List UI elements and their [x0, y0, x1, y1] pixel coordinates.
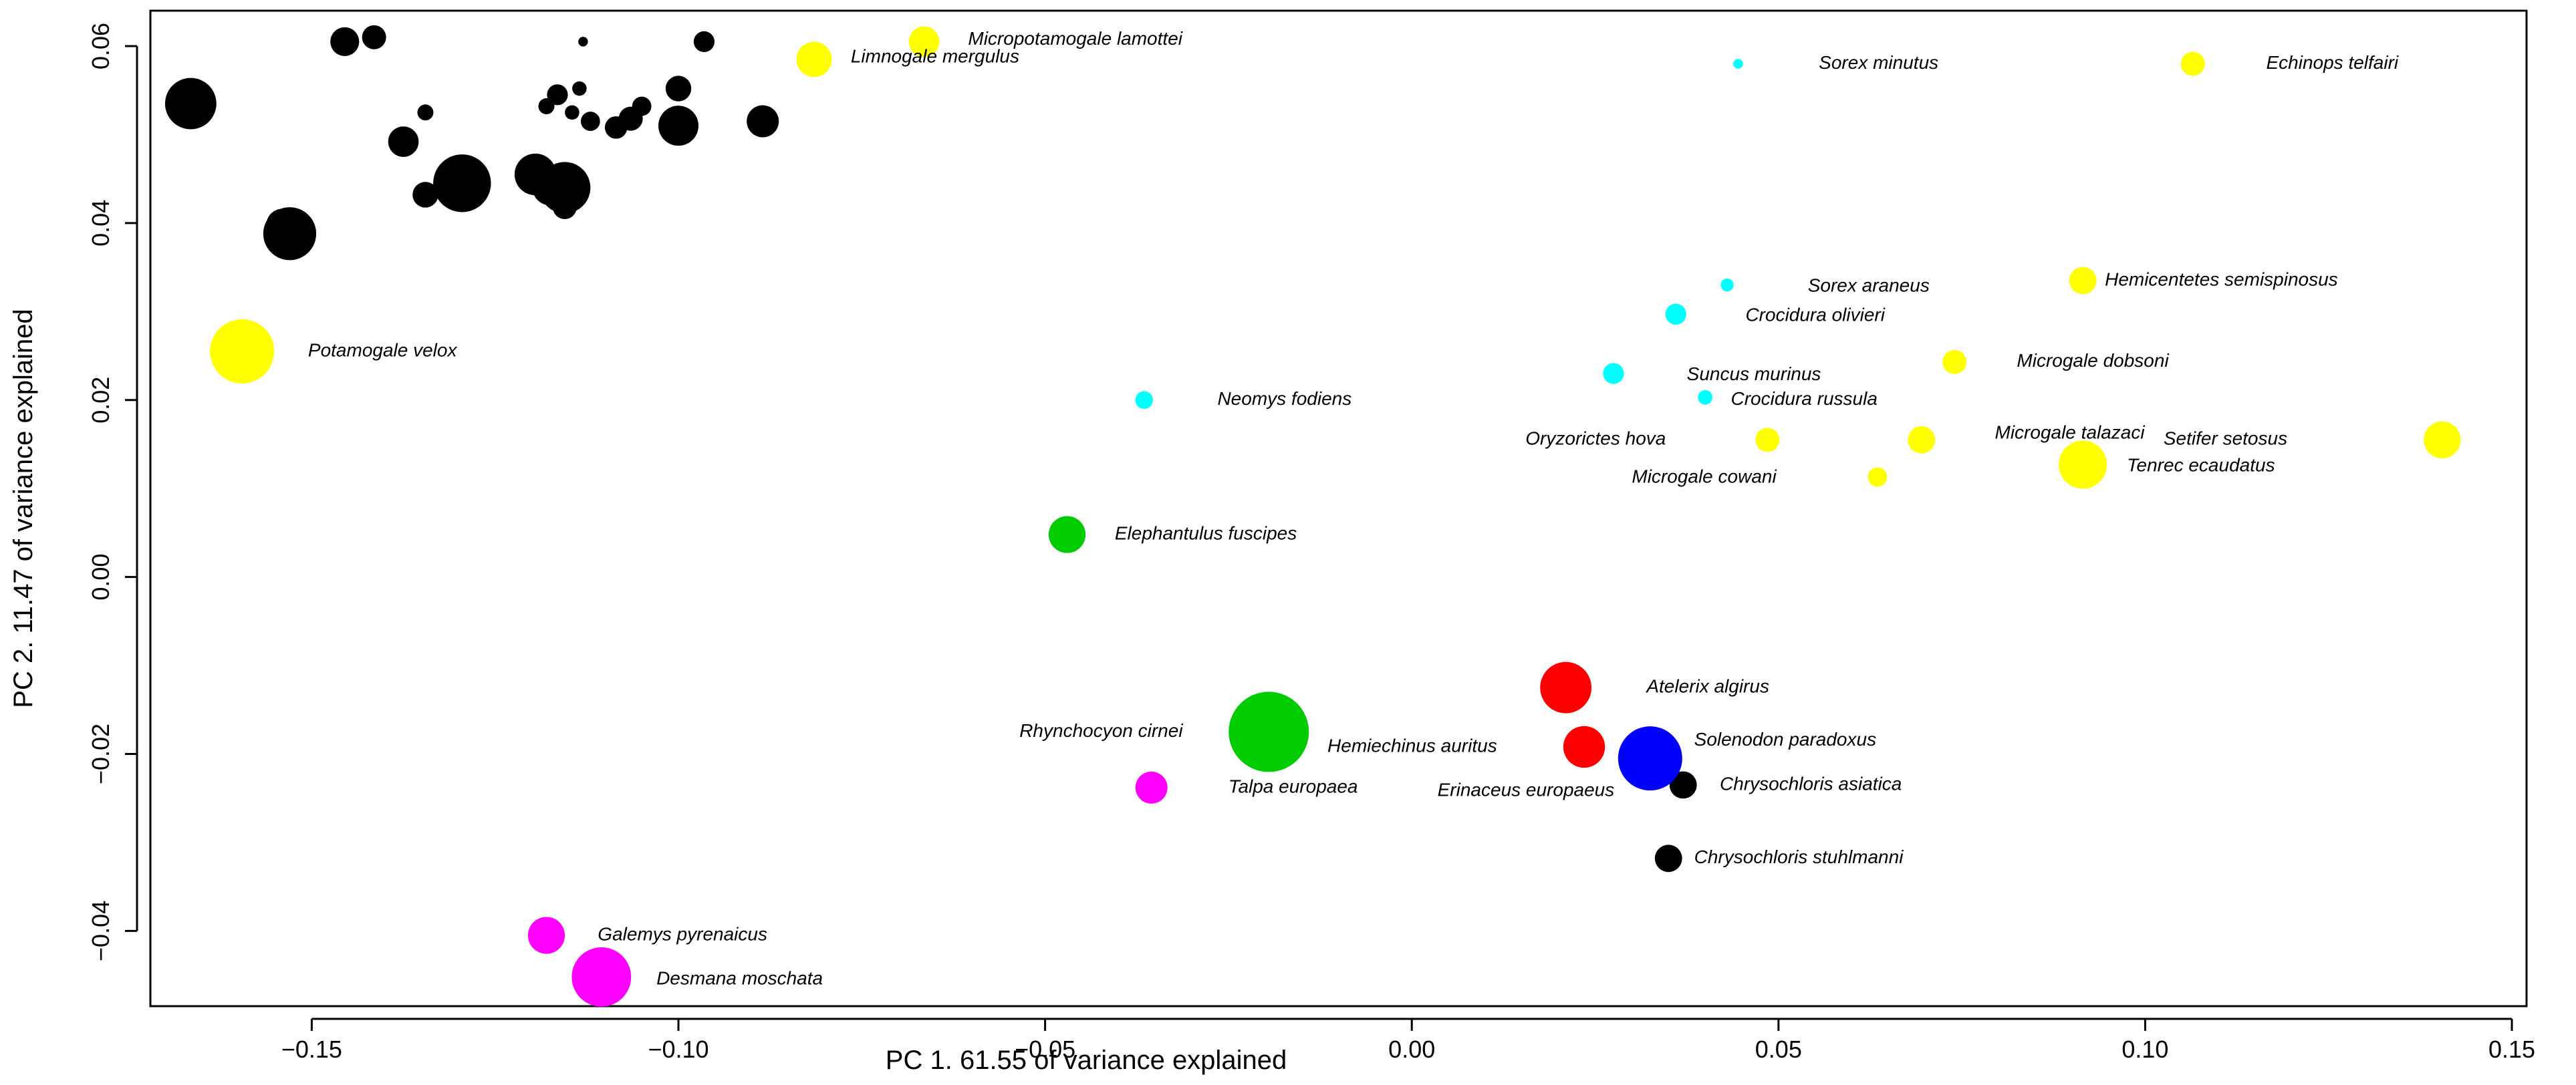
point-label-11: Neomys fodiens: [1217, 388, 1351, 409]
data-point-17: [538, 98, 555, 115]
data-point-45: [1048, 516, 1086, 553]
point-label-21: Hemiechinus auritus: [1327, 735, 1497, 756]
data-point-43: [1698, 390, 1712, 405]
y-tick-label-5: 0.06: [87, 23, 114, 69]
data-point-50: [1618, 726, 1682, 791]
data-point-23: [665, 75, 692, 102]
point-label-23: Chrysochloris asiatica: [1720, 773, 1902, 794]
y-axis: −0.04 −0.02 0.00 0.02 0.04 0.06: [87, 23, 138, 961]
point-label-24: Talpa europaea: [1229, 776, 1358, 796]
data-point-51: [1135, 771, 1168, 804]
data-point-32: [2069, 267, 2097, 295]
data-point-46: [1229, 691, 1309, 772]
data-point-28: [796, 41, 832, 78]
points-layer: [164, 25, 2461, 1007]
data-point-6: [417, 104, 434, 121]
data-point-12: [552, 195, 577, 220]
point-label-20: Solenodon paradoxus: [1694, 729, 1876, 750]
x-tick-label-6: 0.15: [2488, 1036, 2535, 1063]
data-point-33: [1942, 349, 1967, 374]
y-axis-title: PC 2. 11.47 of variance explained: [9, 309, 38, 708]
y-tick-label-3: 0.02: [87, 377, 114, 424]
point-label-17: Elephantulus fuscipes: [1115, 522, 1297, 543]
point-label-16: Microgale cowani: [1632, 466, 1777, 487]
point-label-8: Microgale dobsoni: [2017, 350, 2169, 371]
point-label-7: Crocidura olivieri: [1745, 304, 1885, 325]
data-point-53: [571, 947, 632, 1007]
point-label-26: Galemys pyrenaicus: [598, 923, 767, 944]
point-label-12: Oryzorictes hova: [1525, 428, 1666, 449]
data-point-34: [1755, 428, 1780, 452]
point-label-18: Atelerix algirus: [1645, 676, 1769, 697]
x-axis-title: PC 1. 61.55 of variance explained: [886, 1046, 1287, 1075]
data-point-14: [565, 105, 579, 120]
data-point-42: [1603, 363, 1624, 384]
x-tick-label-5: 0.10: [2121, 1036, 2168, 1063]
plot-frame: [149, 9, 2528, 1008]
data-point-30: [210, 319, 275, 383]
data-point-44: [1135, 391, 1153, 409]
x-tick-label-2: −0.05: [1015, 1036, 1075, 1063]
data-point-21: [632, 96, 652, 116]
data-point-18: [578, 37, 588, 47]
data-point-25: [747, 105, 779, 138]
data-point-22: [658, 106, 698, 146]
data-point-37: [2059, 440, 2107, 489]
data-point-0: [164, 78, 217, 130]
point-label-25: Chrysochloris stuhlmanni: [1694, 846, 1904, 867]
point-label-22: Erinaceus europaeus: [1438, 780, 1615, 800]
data-point-47: [1540, 661, 1592, 714]
point-label-10: Crocidura russula: [1731, 388, 1878, 409]
data-point-11: [539, 162, 591, 214]
point-label-13: Microgale talazaci: [1995, 422, 2146, 442]
point-label-6: Hemicentetes semispinosus: [2105, 269, 2338, 289]
data-point-16: [580, 112, 600, 131]
data-point-48: [1563, 726, 1605, 768]
data-point-8: [433, 154, 491, 212]
y-tick-label-0: −0.04: [87, 901, 114, 961]
data-point-31: [2180, 51, 2205, 76]
data-point-29: [908, 26, 940, 57]
x-tick-label-0: −0.15: [281, 1036, 342, 1063]
data-point-40: [1720, 278, 1734, 292]
y-tick-label-4: 0.04: [87, 200, 114, 247]
data-point-15: [572, 81, 587, 96]
data-point-7: [412, 182, 438, 208]
data-point-41: [1665, 303, 1686, 325]
data-point-38: [2424, 421, 2461, 458]
data-point-4: [263, 207, 317, 261]
point-label-27: Desmana moschata: [656, 968, 823, 989]
y-tick-label-1: −0.02: [87, 724, 114, 784]
data-point-24: [693, 31, 715, 52]
data-point-35: [1908, 426, 1936, 454]
x-tick-label-4: 0.05: [1755, 1036, 1802, 1063]
data-point-2: [362, 25, 386, 49]
data-point-27: [1654, 844, 1682, 873]
point-label-2: Potamogale velox: [308, 339, 458, 360]
x-tick-label-1: −0.10: [648, 1036, 709, 1063]
point-label-4: Echinops telfairi: [2266, 52, 2398, 73]
point-label-5: Sorex araneus: [1808, 275, 1930, 296]
data-point-5: [388, 126, 419, 157]
point-label-19: Rhynchocyon cirnei: [1019, 720, 1183, 741]
data-point-39: [1733, 59, 1743, 69]
point-label-9: Suncus murinus: [1687, 363, 1821, 384]
data-point-1: [330, 27, 360, 56]
data-point-36: [1867, 467, 1888, 487]
point-label-14: Setifer setosus: [2164, 428, 2287, 449]
x-tick-label-3: 0.00: [1388, 1036, 1435, 1063]
y-tick-label-2: 0.00: [87, 554, 114, 601]
point-label-3: Sorex minutus: [1819, 52, 1938, 73]
data-point-26: [1669, 771, 1697, 799]
data-point-52: [527, 917, 565, 954]
data-point-13: [547, 84, 568, 106]
point-label-15: Tenrec ecaudatus: [2127, 454, 2275, 475]
point-label-0: Micropotamogale lamottei: [968, 28, 1182, 49]
x-axis: −0.15 −0.10 −0.05 0.00 0.05 0.10 0.15: [281, 1018, 2535, 1063]
point-label-1: Limnogale mergulus: [851, 46, 1019, 67]
